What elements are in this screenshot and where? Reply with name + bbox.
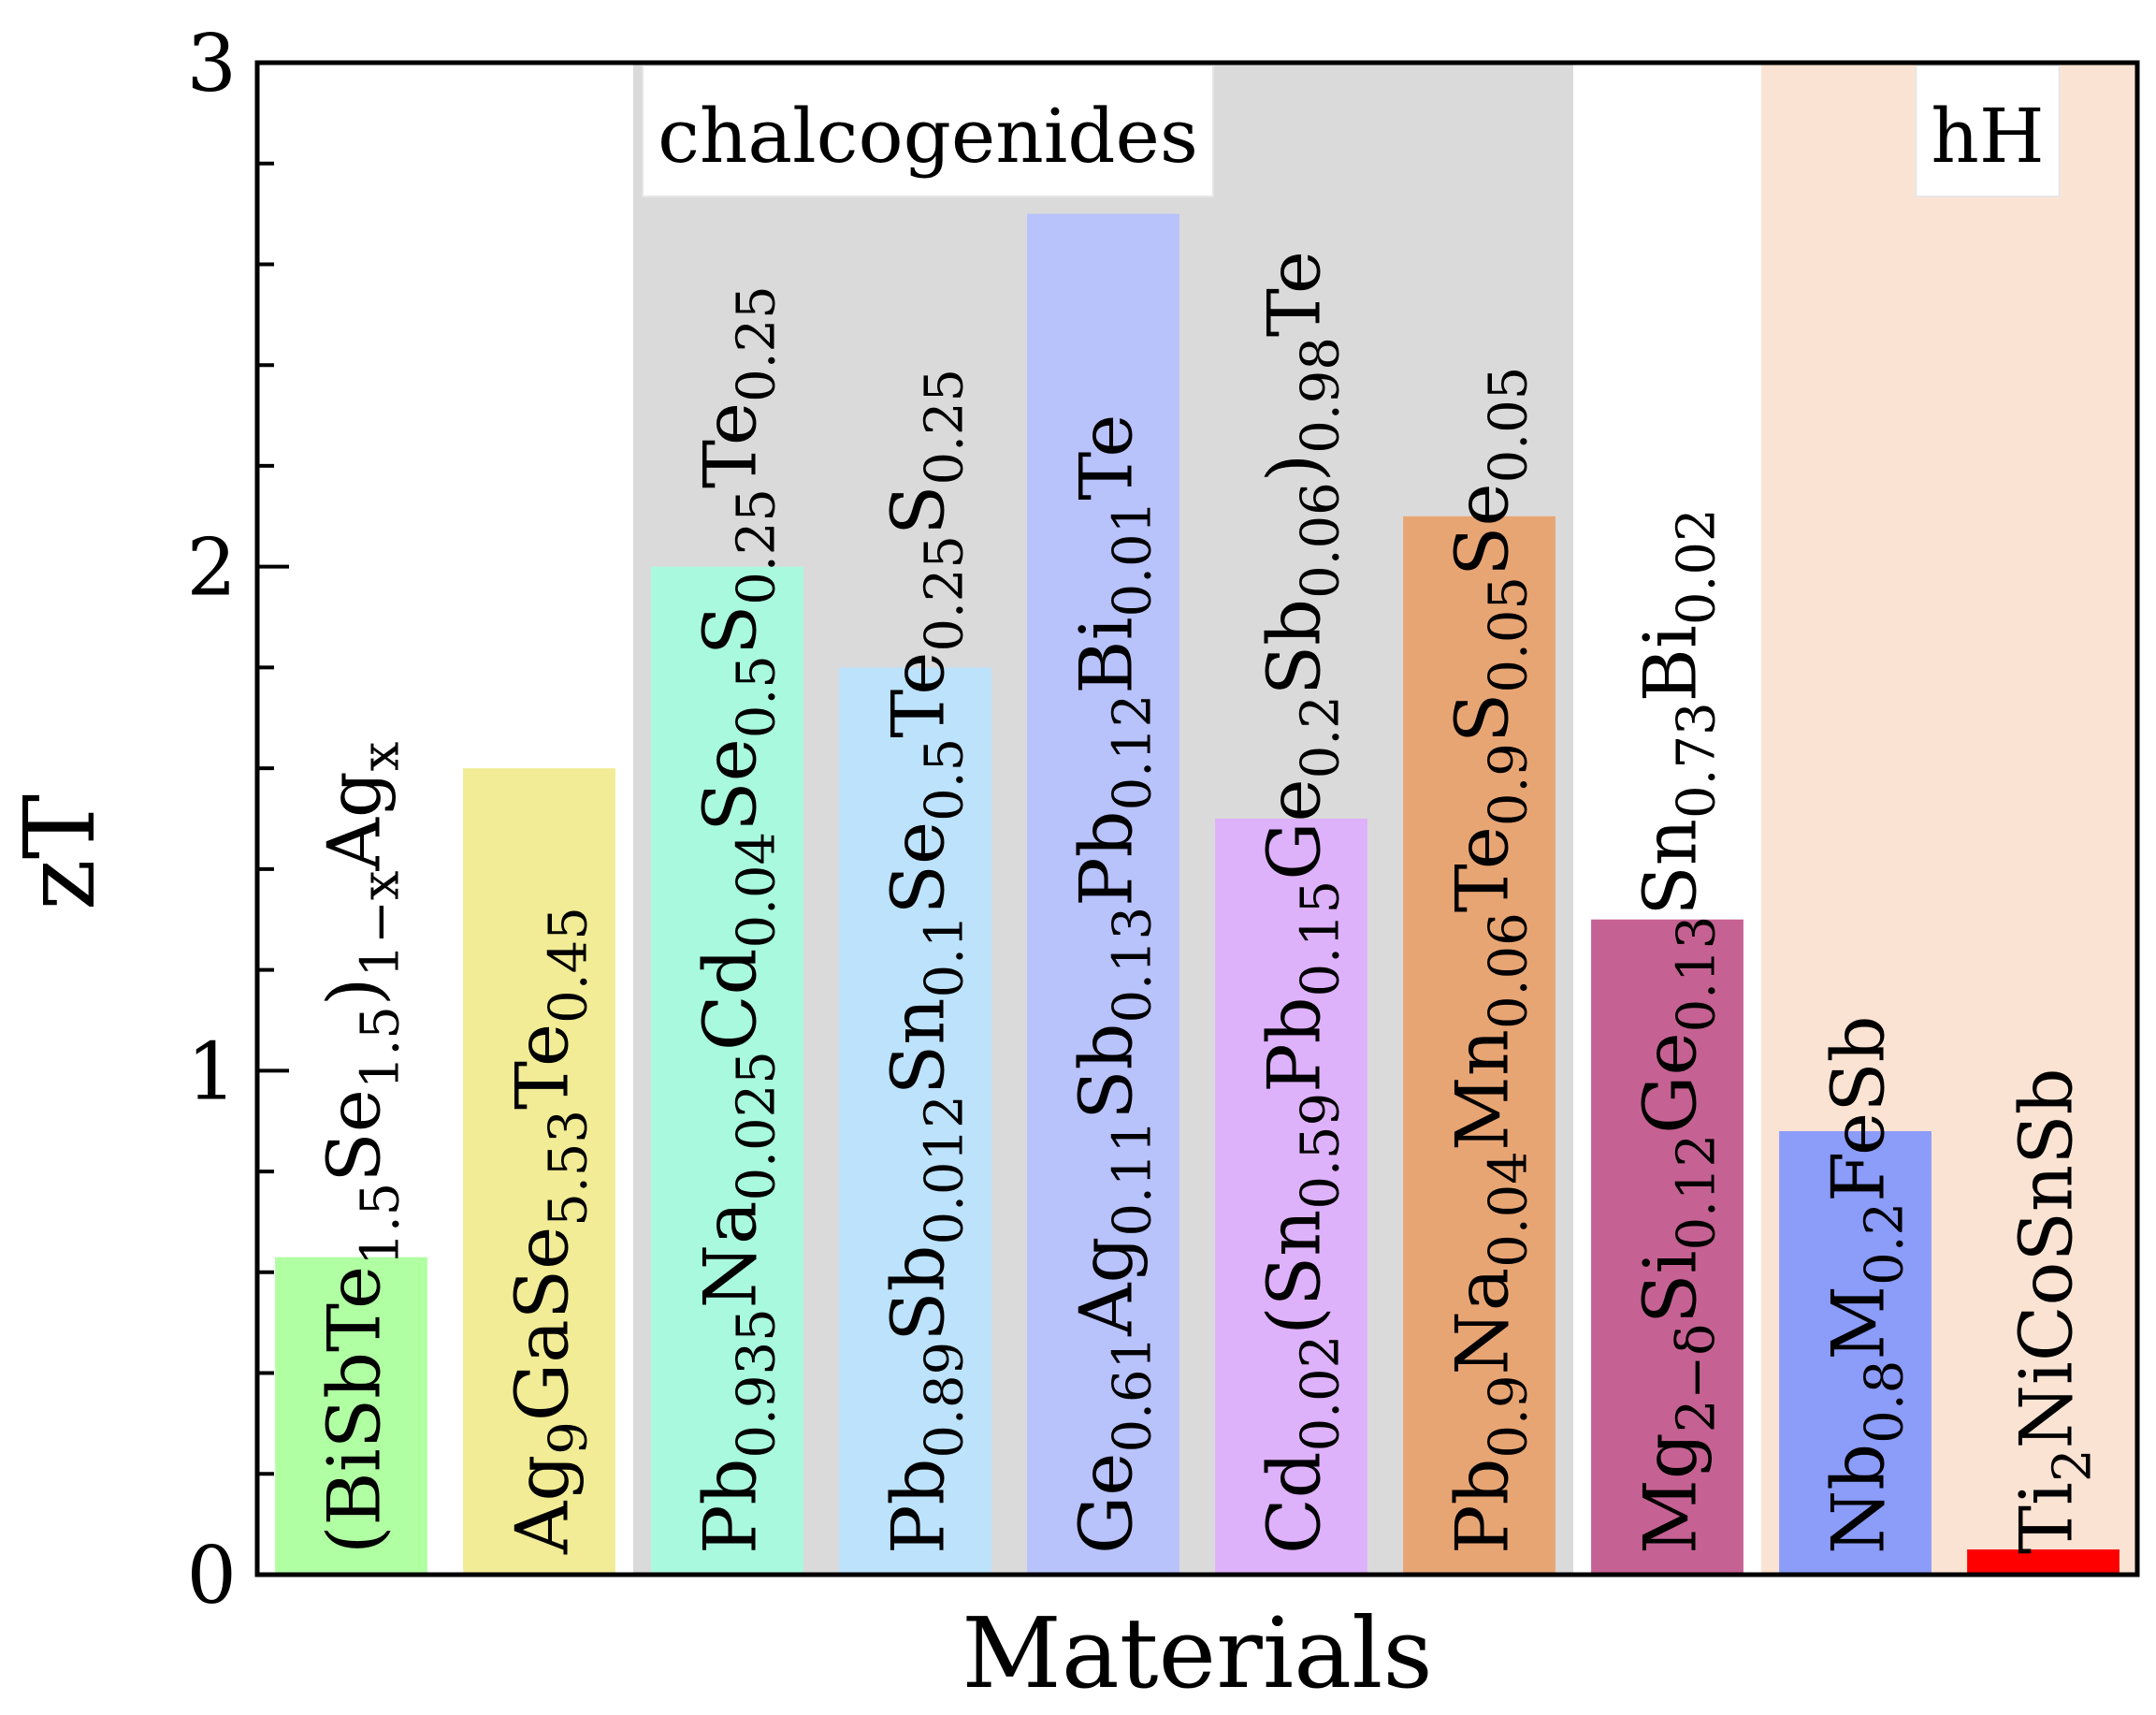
bar-label: Pb0.89Sb0.012Sn0.1Se0.5Te0.25S0.25 [877,369,976,1554]
region-labels: chalcogenides hH [642,65,2061,197]
y-tick-label: 1 [187,1025,237,1117]
plot-frame [254,60,2140,1577]
bar [1779,1130,1932,1575]
bar [1403,516,1556,1575]
region-label-box [1915,65,2061,197]
bar [1967,1549,2120,1575]
bar-label: (BiSbTe1.5Se1.5)1−xAgx [313,742,412,1554]
bar-label: Pb0.935Na0.025Cd0.04Se0.5S0.25Te0.25 [689,285,788,1554]
region-chalcogenides-label-group: chalcogenides [642,65,1214,197]
region-label: chalcogenides [658,93,1198,180]
bar-label: Ti2NiCoSnSb [2005,1068,2104,1555]
region-label: hH [1931,93,2044,180]
bar [1591,919,1744,1575]
bar [275,1257,427,1575]
y-tick-label: 0 [187,1530,237,1621]
bar [1027,213,1179,1576]
region-label-box [642,65,1214,197]
bar-labels: (BiSbTe1.5Se1.5)1−xAgx Ag9GaSe5.53Te0.45 P… [313,251,2104,1555]
bar [463,768,615,1575]
bar-label: Cd0.02(Sn0.59Pb0.15Ge0.2Sb0.06)0.98Te [1253,251,1352,1554]
y-axis-label: zT [3,794,117,910]
bar-label: Pb0.9Na0.04Mn0.06Te0.9S0.05Se0.05 [1441,367,1540,1554]
y-tick-label: 3 [187,18,237,109]
bar [839,667,991,1575]
region-hH-label-group: hH [1915,65,2061,197]
bars [275,213,2120,1576]
bar-label: Nb0.8M0.2FeSb [1817,1015,1916,1554]
y-axis-ticks: 0 1 2 3 [187,18,289,1621]
bar [1215,819,1367,1575]
bar-label: Ge0.61Ag0.11Sb0.13Pb0.12Bi0.01Te [1065,414,1164,1554]
bar [651,566,803,1575]
bar-label: Ag9GaSe5.53Te0.45 [501,907,600,1555]
bar-label: Mg2−δSi0.12Ge0.13Sn0.73Bi0.02 [1629,508,1728,1554]
axes [254,60,2140,1577]
x-axis-label: Materials [962,1596,1432,1710]
y-tick-label: 2 [187,522,237,614]
